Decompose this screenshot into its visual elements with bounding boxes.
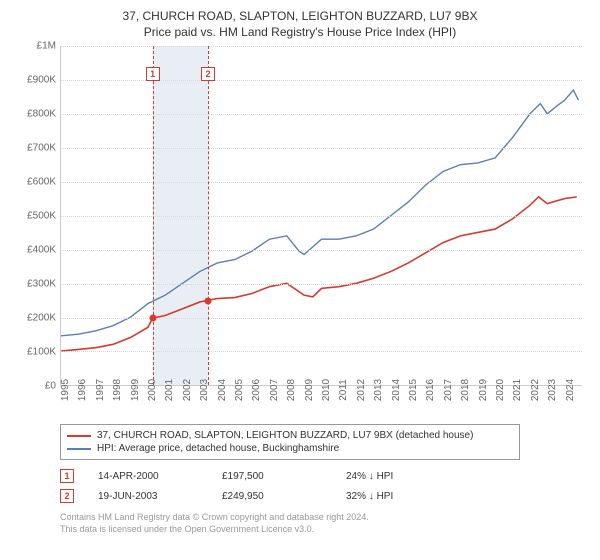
sale-row-date: 19-JUN-2003 (98, 491, 198, 502)
legend-swatch-blue (67, 448, 91, 450)
y-tick-label: £100K (27, 347, 56, 358)
y-tick-label: £600K (27, 177, 56, 188)
sale-row-marker: 2 (60, 489, 74, 503)
chart-title: 37, CHURCH ROAD, SLAPTON, LEIGHTON BUZZA… (12, 8, 588, 40)
sale-point-dot (205, 297, 212, 304)
y-tick-label: £200K (27, 313, 56, 324)
y-tick-label: £400K (27, 245, 56, 256)
legend-row-price-paid: 37, CHURCH ROAD, SLAPTON, LEIGHTON BUZZA… (67, 429, 513, 442)
gridline (61, 284, 582, 285)
sale-vline (153, 46, 154, 385)
y-tick-label: £800K (27, 109, 56, 120)
sale-marker-box: 2 (201, 67, 215, 81)
legend-label-price-paid: 37, CHURCH ROAD, SLAPTON, LEIGHTON BUZZA… (97, 430, 473, 441)
sale-row-date: 14-APR-2000 (98, 471, 198, 482)
gridline (61, 351, 582, 352)
series-hpi (61, 90, 579, 336)
title-line1: 37, CHURCH ROAD, SLAPTON, LEIGHTON BUZZA… (12, 8, 588, 24)
gridline (61, 46, 582, 47)
sales-table: 1 14-APR-2000 £197,500 24% ↓ HPI 2 19-JUN-200… (60, 466, 588, 506)
chart-area: £0 £100K £200K £300K £400K £500K £600K £700K £80… (12, 46, 588, 416)
legend-row-hpi: HPI: Average price, detached house, Buck… (67, 442, 513, 455)
gridline (61, 216, 582, 217)
y-axis: £0£100K£200K£300K£400K£500K£600K£700K£80… (12, 46, 60, 386)
sale-row-delta: 32% ↓ HPI (346, 491, 446, 502)
y-tick-label: £900K (27, 75, 56, 86)
y-tick-label: £300K (27, 279, 56, 290)
series-price_paid (61, 197, 577, 351)
y-tick-label: £700K (27, 143, 56, 154)
y-tick-label: £0 (45, 381, 56, 392)
gridline (61, 318, 582, 319)
gridline (61, 182, 582, 183)
gridline (61, 250, 582, 251)
footer-line1: Contains HM Land Registry data © Crown c… (60, 512, 588, 524)
gridline (61, 148, 582, 149)
sale-row-delta: 24% ↓ HPI (346, 471, 446, 482)
title-line2: Price paid vs. HM Land Registry's House … (12, 24, 588, 40)
legend: 37, CHURCH ROAD, SLAPTON, LEIGHTON BUZZA… (60, 424, 520, 460)
footer: Contains HM Land Registry data © Crown c… (60, 512, 588, 535)
gridline (61, 114, 582, 115)
sale-row-price: £249,950 (222, 491, 322, 502)
sale-marker-box: 1 (146, 67, 160, 81)
x-axis: 1995199619971998199920002001200220032004… (60, 386, 582, 416)
x-tick-label: 2024 (565, 379, 591, 401)
legend-label-hpi: HPI: Average price, detached house, Buck… (97, 443, 339, 454)
footer-line2: This data is licensed under the Open Gov… (60, 524, 588, 536)
gridline (61, 80, 582, 81)
sale-row: 2 19-JUN-2003 £249,950 32% ↓ HPI (60, 486, 588, 506)
y-tick-label: £500K (27, 211, 56, 222)
sale-row-marker: 1 (60, 469, 74, 483)
sale-row-price: £197,500 (222, 471, 322, 482)
y-tick-label: £1M (37, 41, 56, 52)
sale-vline (208, 46, 209, 385)
sale-row: 1 14-APR-2000 £197,500 24% ↓ HPI (60, 466, 588, 486)
legend-swatch-red (67, 435, 91, 437)
plot-area: 12 (60, 46, 582, 386)
sale-point-dot (149, 315, 156, 322)
